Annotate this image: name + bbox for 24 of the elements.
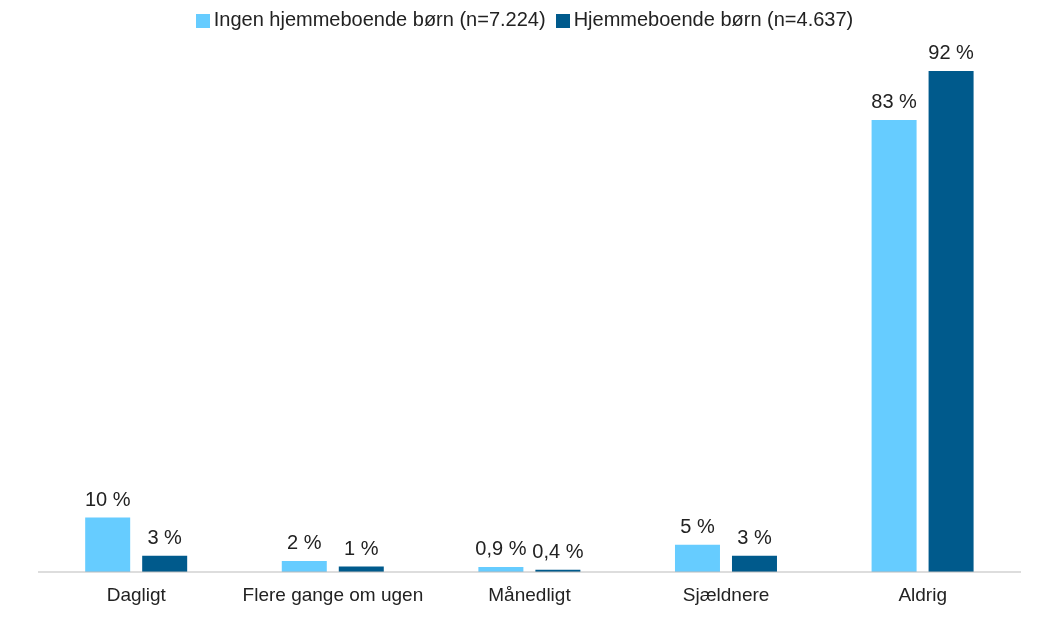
data-label: 0,9 % <box>475 537 527 560</box>
data-label: 3 % <box>737 525 772 548</box>
data-label: 3 % <box>147 525 183 548</box>
data-label: 2 % <box>287 531 322 554</box>
data-label: 1 % <box>344 536 379 559</box>
data-label: 92 % <box>928 41 975 63</box>
data-label: 10 % <box>84 487 131 510</box>
bar <box>674 544 720 572</box>
x-tick-label: Aldrig <box>898 584 947 606</box>
x-tick-label: Dagligt <box>106 584 167 606</box>
x-tick-label: Månedligt <box>488 584 572 606</box>
x-tick-label: Flere gange om ugen <box>242 584 424 606</box>
data-label: 83 % <box>871 90 918 113</box>
x-tick-label: Sjældnere <box>682 584 770 606</box>
data-label: 0,4 % <box>532 539 584 562</box>
bar <box>85 517 131 572</box>
bar <box>142 555 188 572</box>
data-label: 5 % <box>680 514 715 537</box>
bar <box>928 71 974 572</box>
legend-label: Ingen hjemmeboende børn (n=7.224) <box>213 8 546 30</box>
bar <box>871 120 917 572</box>
bar <box>281 561 327 572</box>
bar <box>731 555 777 572</box>
legend-label: Hjemmeboende børn (n=4.637) <box>573 8 854 30</box>
